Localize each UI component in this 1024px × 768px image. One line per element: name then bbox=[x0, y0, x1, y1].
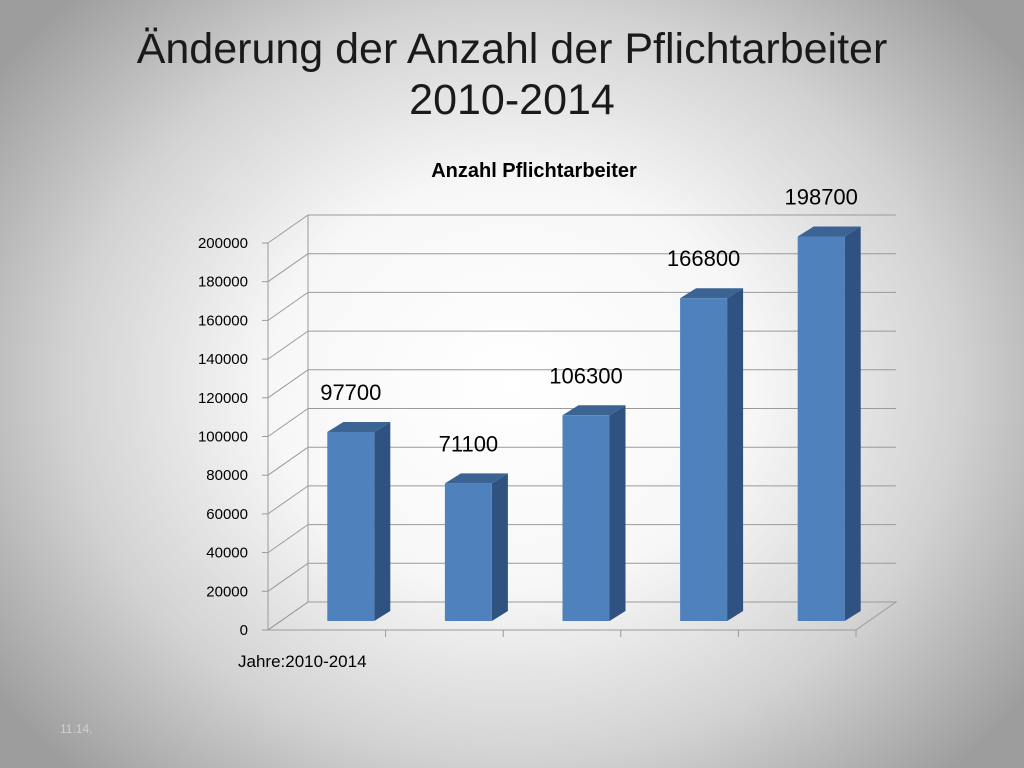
data-label: 97700 bbox=[320, 380, 381, 405]
gridline-side bbox=[267, 291, 309, 321]
bar-front bbox=[444, 483, 492, 621]
footer-date: 11.14. bbox=[60, 722, 93, 736]
gridline-side bbox=[267, 601, 309, 631]
data-labels: 97700 71100 106300 166800 198700 bbox=[320, 185, 858, 457]
y-tick-label: 160000 bbox=[198, 312, 248, 329]
bar-top bbox=[444, 473, 508, 484]
y-tick-label: 0 bbox=[240, 622, 248, 639]
y-tick-label: 180000 bbox=[198, 274, 248, 291]
data-label: 198700 bbox=[784, 185, 857, 210]
slide-title-line-2: 2010-2014 bbox=[409, 76, 615, 124]
chart-title: Anzahl Pflichtarbeiter bbox=[431, 160, 637, 182]
bar-side bbox=[491, 473, 508, 621]
y-tick-label: 20000 bbox=[206, 583, 248, 600]
bar bbox=[444, 473, 508, 621]
bar-side bbox=[844, 226, 861, 621]
bar bbox=[562, 405, 626, 621]
data-label: 106300 bbox=[549, 363, 622, 388]
y-axis: 0 20000 40000 60000 80000 100000 120000 140000 1… bbox=[198, 235, 269, 639]
bar bbox=[797, 226, 861, 621]
gridline-side bbox=[267, 446, 309, 476]
slide-title: Änderung der Anzahl der Pflichtarbeiter … bbox=[0, 24, 1024, 126]
y-tick-label: 200000 bbox=[198, 235, 248, 252]
bar-side bbox=[374, 421, 391, 621]
gridline-side bbox=[267, 214, 309, 244]
y-tick-label: 140000 bbox=[198, 351, 248, 368]
bar bbox=[327, 421, 391, 621]
bar bbox=[680, 288, 744, 621]
slide-title-line-1: Änderung der Anzahl der Pflichtarbeiter bbox=[136, 25, 888, 73]
bar-side bbox=[727, 288, 744, 621]
bar-front bbox=[797, 236, 845, 621]
data-label: 71100 bbox=[439, 431, 499, 456]
y-tick-label: 100000 bbox=[198, 429, 248, 446]
y-tick-label: 80000 bbox=[206, 467, 248, 484]
bars bbox=[327, 226, 861, 621]
x-axis-title: Jahre:2010-2014 bbox=[238, 652, 367, 671]
gridline-side bbox=[267, 562, 309, 592]
bar-top bbox=[680, 288, 744, 299]
bar-front bbox=[562, 415, 610, 621]
data-label: 166800 bbox=[667, 246, 740, 271]
y-tick-label: 40000 bbox=[206, 545, 248, 562]
bar-top bbox=[327, 421, 391, 432]
bar-front bbox=[327, 431, 375, 621]
gridline-side bbox=[267, 485, 309, 515]
gridline-side bbox=[267, 253, 309, 283]
bar-top bbox=[562, 405, 626, 416]
bar-top bbox=[797, 226, 861, 237]
y-tick-label: 120000 bbox=[198, 390, 248, 407]
gridline-side bbox=[267, 369, 309, 399]
bar-front bbox=[680, 298, 728, 621]
y-tick-label: 60000 bbox=[206, 506, 248, 523]
gridline-side bbox=[267, 524, 309, 554]
gridline-side bbox=[267, 408, 309, 437]
bar-side bbox=[609, 405, 626, 621]
gridline-side bbox=[267, 330, 309, 360]
x-axis bbox=[268, 629, 857, 637]
